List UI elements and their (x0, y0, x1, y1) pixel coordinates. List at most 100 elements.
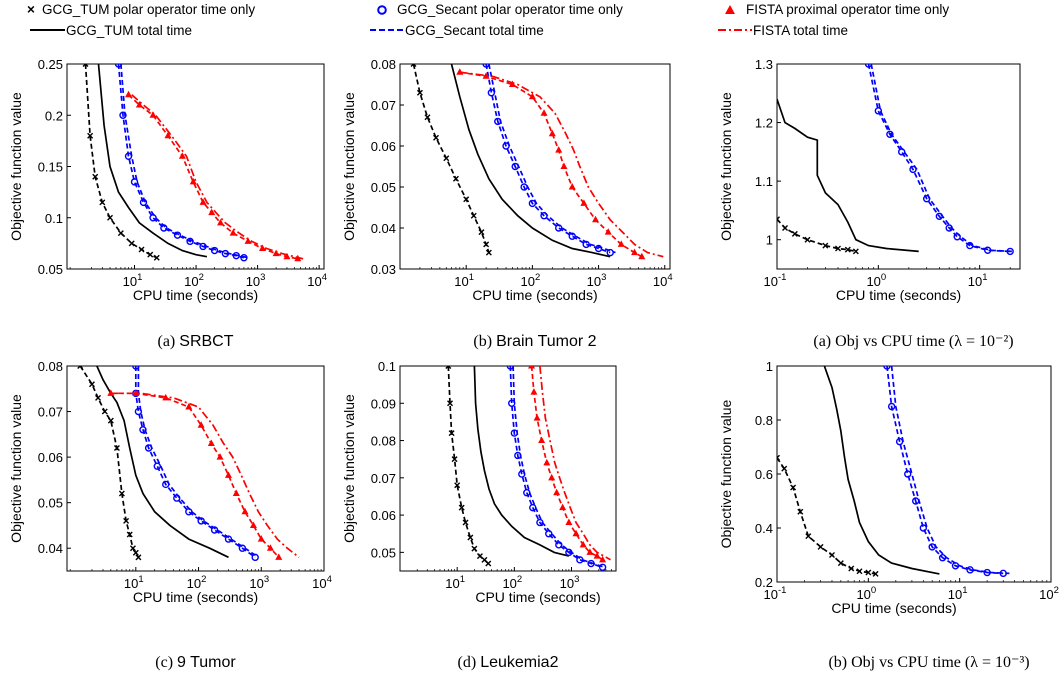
point-fista_prox (275, 553, 283, 560)
point-fista_prox (185, 403, 193, 410)
series-fista_total (539, 366, 611, 561)
y-tick-label: 0.07 (371, 471, 396, 486)
series-tum_polar (777, 218, 857, 253)
series-fista_prox (110, 392, 280, 558)
point-fista_prox (565, 518, 573, 526)
point-tum_polar (791, 230, 798, 237)
point-tum_polar (117, 230, 124, 237)
point-secant_polar (922, 195, 931, 203)
chart-caption: (b) Brain Tumor 2 (473, 333, 596, 350)
point-fista_prox (249, 521, 257, 528)
point-tum_polar (448, 430, 455, 437)
legend-label: GCG_Secant polar operator time only (397, 2, 623, 17)
point-secant_polar (887, 402, 896, 411)
y-tick-label: 0.05 (38, 262, 63, 277)
point-secant_polar (130, 178, 139, 186)
point-fista_prox (586, 548, 594, 555)
chart-caption: (c) 9 Tumor (155, 654, 236, 671)
y-tick-label: 0.04 (371, 221, 396, 236)
y-axis-label: Objective function value (341, 92, 357, 241)
series-secant_polar (485, 64, 611, 254)
series-secant_total (512, 366, 605, 569)
point-tum_polar (88, 381, 95, 388)
series-tum_total (97, 64, 208, 258)
point-secant_polar (883, 366, 891, 370)
point-fista_prox (533, 414, 541, 421)
point-fista_prox (272, 249, 280, 257)
y-tick-label: 0.08 (371, 57, 396, 72)
point-tum_polar (424, 114, 431, 121)
series-group (77, 366, 300, 562)
point-tum_polar (118, 490, 125, 497)
point-secant_polar (173, 231, 182, 239)
point-secant_polar (518, 470, 526, 478)
point-tum_polar (123, 517, 130, 524)
point-fista_prox (559, 503, 567, 511)
x-tick-label: 104 (653, 272, 673, 289)
point-fista_prox (232, 489, 240, 497)
point-tum_polar (416, 89, 423, 96)
point-tum_polar (126, 531, 133, 538)
point-tum_polar (817, 543, 824, 550)
point-secant_polar (886, 130, 894, 138)
point-tum_polar (852, 248, 859, 255)
point-tum_polar (471, 545, 478, 552)
point-tum_polar (797, 508, 804, 515)
x-tick-label: 101 (445, 574, 465, 591)
point-fista_prox (617, 240, 625, 247)
point-fista_prox (257, 535, 265, 542)
point-tum_polar (837, 560, 844, 567)
series-fista_prox (459, 71, 643, 258)
x-tick-label: 102 (1039, 585, 1059, 602)
point-tum_polar (485, 560, 492, 567)
y-tick-label: 1.3 (755, 57, 773, 72)
x-axis-label: CPU time (seconds) (472, 287, 597, 303)
y-tick-label: 0.06 (371, 139, 396, 154)
point-fista_prox (229, 229, 237, 236)
point-secant_polar (153, 462, 161, 470)
point-fista_prox (456, 68, 464, 75)
y-tick-label: 1.1 (755, 174, 773, 189)
legend-label: GCG_TUM polar operator time only (42, 2, 255, 17)
point-tum_polar (452, 175, 459, 182)
x-tick-label: 101 (968, 272, 988, 289)
series-secant_total (488, 64, 616, 254)
point-tum_polar (82, 64, 89, 67)
point-fista_prox (553, 488, 561, 496)
point-tum_polar (135, 554, 142, 561)
point-fista_prox (528, 366, 536, 369)
x-tick-label: 10-1 (764, 272, 787, 289)
point-tum_polar (454, 482, 461, 489)
point-secant_polar (506, 366, 515, 370)
y-tick-label: 0.1 (378, 359, 396, 374)
y-tick-label: 0.05 (38, 496, 63, 511)
point-tum_polar (447, 400, 454, 407)
y-tick-label: 0.2 (45, 108, 63, 123)
point-fista_prox (241, 507, 249, 515)
point-secant_polar (132, 366, 140, 370)
point-fista_prox (207, 439, 215, 446)
point-fista_prox (216, 453, 224, 460)
point-tum_polar (458, 504, 465, 511)
series-tum_polar (412, 64, 490, 253)
point-secant_polar (210, 526, 219, 534)
legend-label: GCG_TUM total time (66, 23, 192, 38)
point-fista_prox (283, 252, 291, 260)
point-secant_polar (598, 563, 607, 571)
legend-entry-tum-polar: × GCG_TUM polar operator time only (27, 2, 255, 17)
point-tum_polar (790, 484, 797, 491)
point-fista_prox (178, 152, 186, 159)
point-tum_polar (128, 240, 135, 247)
series-tum_total (473, 366, 570, 557)
point-tum_polar (99, 199, 106, 206)
y-tick-label: 1 (766, 233, 773, 248)
point-secant_polar (139, 198, 148, 207)
series-tum_total (777, 98, 919, 253)
point-fista_prox (631, 248, 639, 256)
axes-frame (399, 365, 617, 572)
point-secant_polar (224, 535, 233, 543)
point-fista_prox (199, 198, 207, 205)
